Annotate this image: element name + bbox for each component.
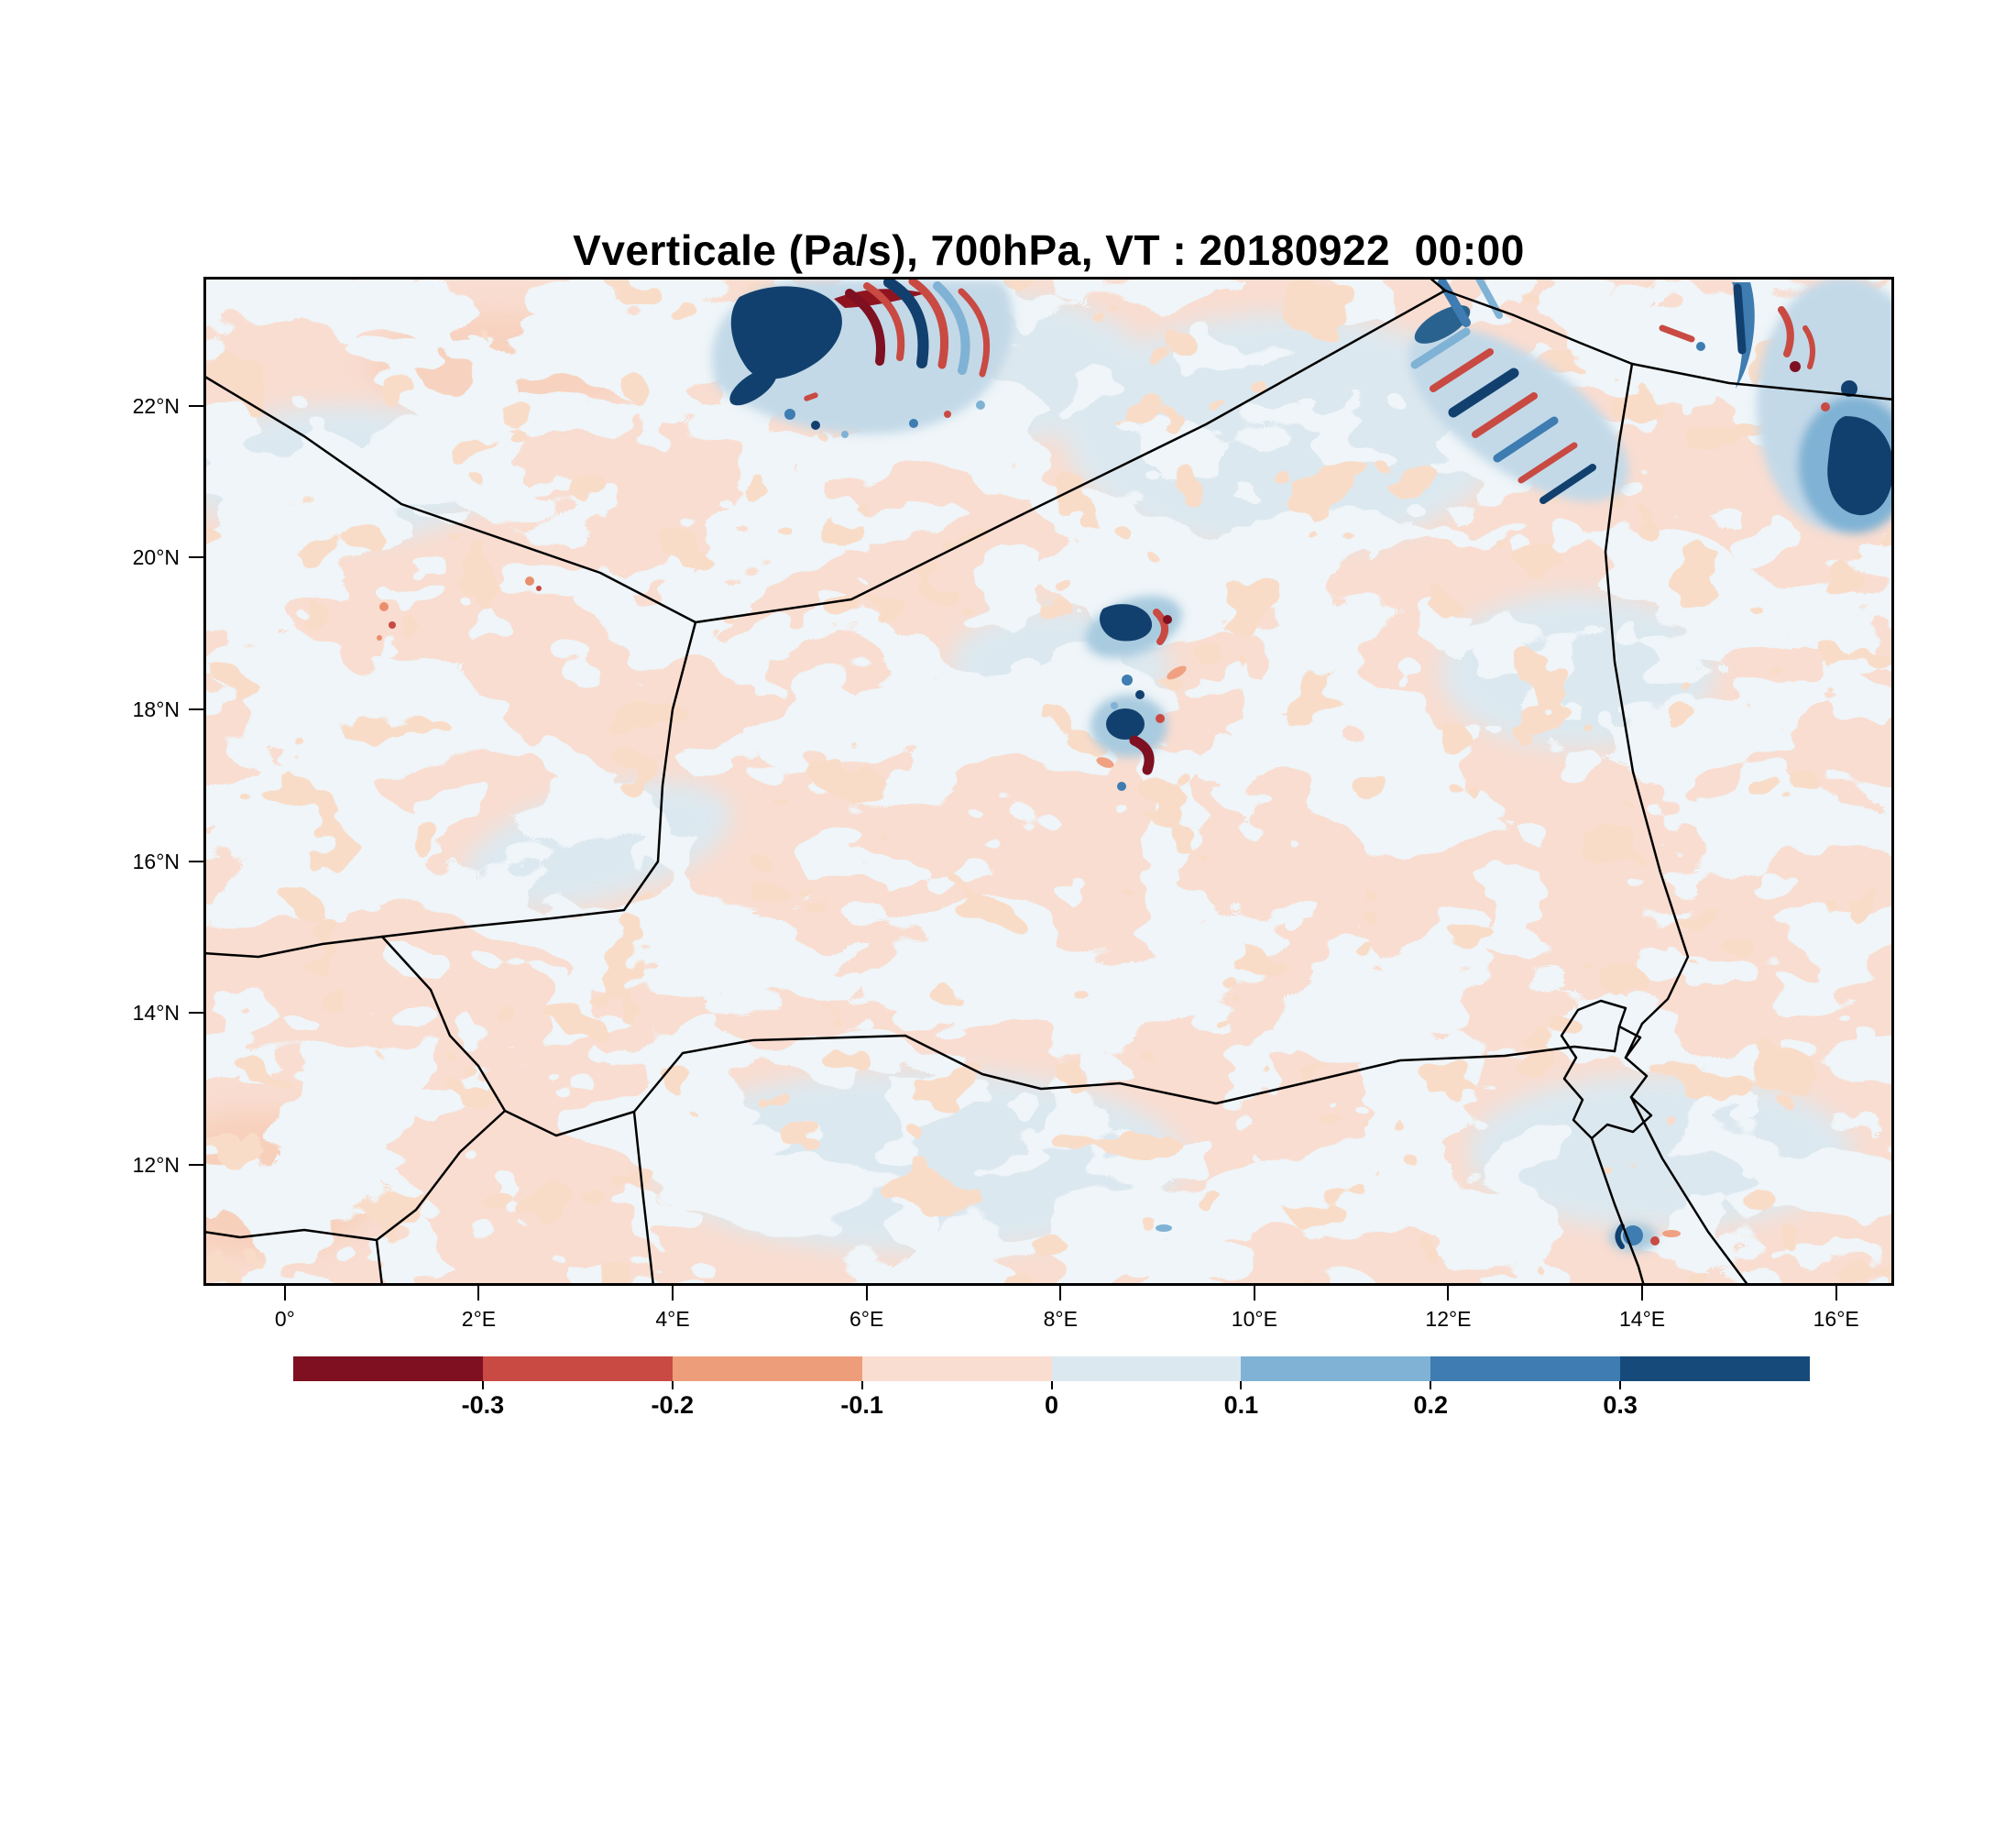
map-canvas [203,277,1894,1286]
lon-tick [477,1286,480,1301]
colorbar-segment [861,1356,1052,1381]
lat-tick-label: 18°N [132,697,180,721]
lat-tick [189,556,203,559]
colorbar-tick [481,1381,484,1389]
lon-tick [1835,1286,1837,1301]
map-area [203,277,1894,1286]
lon-tick [1641,1286,1644,1301]
page-title: Vverticale (Pa/s), 700hPa, VT : 20180922… [573,226,1525,274]
lat-tick-label: 16°N [132,849,180,873]
colorbar: -0.3 -0.2 -0.1 0 0.1 0.2 0.3 [293,1356,1810,1419]
colorbar-tick-label: -0.2 [651,1391,695,1419]
colorbar-tick-label: 0 [1044,1391,1059,1419]
colorbar-segment [1620,1356,1810,1381]
lon-tick-label: 6°E [849,1307,884,1331]
lat-tick [189,404,203,407]
colorbar-tick [1240,1381,1243,1389]
lat-tick-label: 22°N [132,393,180,418]
storm-cluster-feature [729,277,991,438]
lon-tick-label: 2°E [461,1307,497,1331]
colorbar-segment [1051,1356,1242,1381]
colorbar-segment [672,1356,862,1381]
air-massif-cells-feature [1096,604,1187,791]
lon-tick [283,1286,286,1301]
east-strong-cell-feature [1732,282,1894,516]
colorbar-segment [1241,1356,1431,1381]
wave-train-feature [1410,277,1705,504]
colorbar-tick-label: 0.2 [1413,1391,1449,1419]
west-small-specks [377,576,1172,1232]
lon-tick-label: 10°E [1231,1307,1277,1331]
lon-tick-label: 0° [274,1307,295,1331]
lon-tick [1059,1286,1062,1301]
country-borders [203,277,1894,1286]
colorbar-segment [1430,1356,1621,1381]
colorbar-tick-label: -0.1 [840,1391,883,1419]
lon-tick [672,1286,674,1301]
colorbar-tick-label: 0.1 [1223,1391,1259,1419]
colorbar-segment [482,1356,673,1381]
lon-tick-label: 16°E [1813,1307,1859,1331]
map-frame [203,277,1894,1286]
lon-tick-label: 12°E [1425,1307,1472,1331]
lon-tick-label: 4°E [655,1307,690,1331]
lat-tick-label: 14°N [132,1001,180,1026]
lat-tick [189,1012,203,1015]
lon-tick-label: 8°E [1043,1307,1078,1331]
south-small-cell-feature [1615,1224,1681,1249]
lat-tick [189,708,203,710]
lat-tick-label: 20°N [132,545,180,570]
colorbar-tick [1430,1381,1432,1389]
colorbar-tick [671,1381,674,1389]
weak-ascent-mottling [203,277,1894,1286]
lon-tick-label: 14°E [1619,1307,1666,1331]
lon-tick [1253,1286,1255,1301]
colorbar-tick-label: 0.3 [1603,1391,1638,1419]
colorbar-tick [1619,1381,1622,1389]
lon-tick [1447,1286,1450,1301]
lat-tick [189,1163,203,1166]
colorbar-tick-label: -0.3 [461,1391,505,1419]
colorbar-segment [293,1356,483,1381]
lon-tick [865,1286,868,1301]
colorbar-tick [860,1381,863,1389]
lat-tick-label: 12°N [132,1152,180,1177]
lat-tick [189,860,203,862]
colorbar-tick [1050,1381,1053,1389]
colorbar-bar [293,1356,1810,1381]
